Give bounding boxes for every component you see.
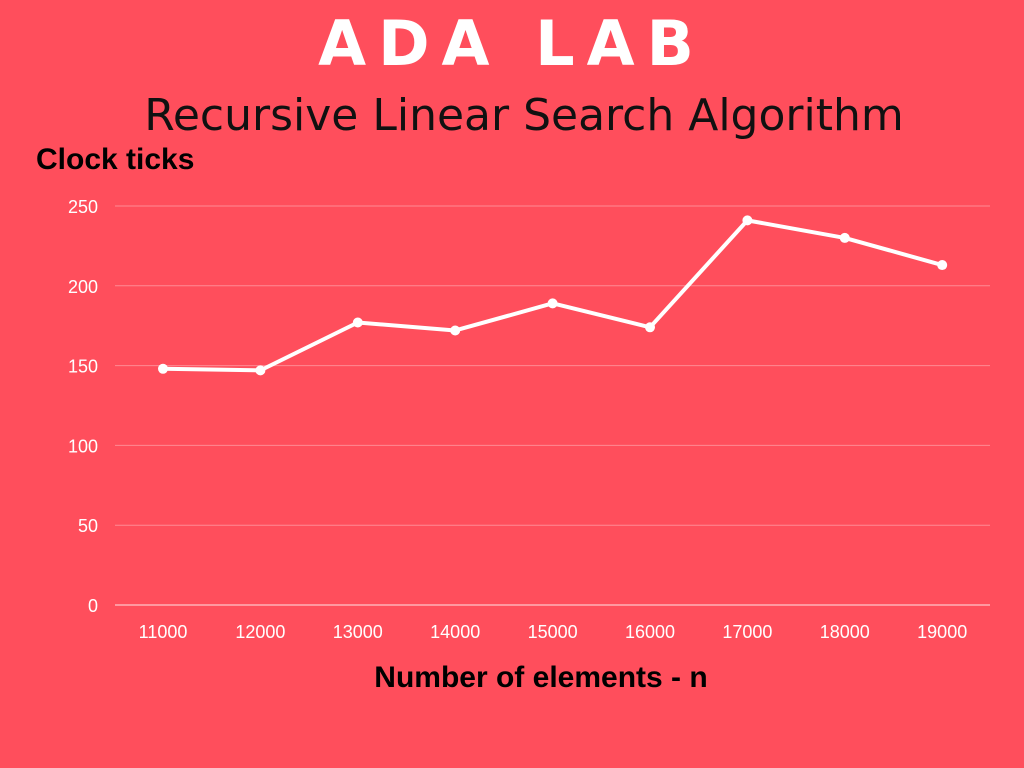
y-axis-label: Clock ticks <box>36 143 195 176</box>
x-tick-label: 15000 <box>528 622 578 642</box>
x-tick-label: 18000 <box>820 622 870 642</box>
x-tick-label: 12000 <box>235 622 285 642</box>
data-point <box>255 365 266 376</box>
x-tick-label: 19000 <box>917 622 967 642</box>
series-polyline <box>161 218 945 373</box>
data-point <box>645 322 655 333</box>
data-point <box>937 260 948 271</box>
x-tick-label: 14000 <box>430 622 480 642</box>
data-point <box>158 363 168 374</box>
y-tick-label: 50 <box>78 516 98 536</box>
x-tick-label: 11000 <box>139 622 188 642</box>
y-tick-label: 100 <box>68 436 98 456</box>
data-point <box>839 232 850 243</box>
x-tick-labels: 11000 12000 13000 14000 15000 16000 17000 18000… <box>139 622 968 642</box>
data-points <box>158 215 948 376</box>
y-tick-labels: 0 50 100 150 200 250 <box>68 197 98 616</box>
x-tick-label: 17000 <box>722 622 772 642</box>
grid-lines <box>115 205 990 606</box>
x-axis-label: Number of elements - n <box>374 661 708 694</box>
series-line <box>161 218 945 373</box>
page-title: ADA LAB <box>318 7 706 80</box>
data-point <box>450 325 461 336</box>
x-tick-label: 16000 <box>625 622 675 642</box>
data-point <box>547 298 558 309</box>
data-point <box>352 317 363 328</box>
y-tick-label: 200 <box>68 277 98 297</box>
x-tick-label: 13000 <box>333 622 383 642</box>
y-tick-label: 0 <box>88 596 98 616</box>
chart-title: Recursive Linear Search Algorithm <box>144 90 904 141</box>
y-tick-label: 250 <box>68 197 98 217</box>
data-point <box>742 215 753 226</box>
y-tick-label: 150 <box>68 357 98 377</box>
